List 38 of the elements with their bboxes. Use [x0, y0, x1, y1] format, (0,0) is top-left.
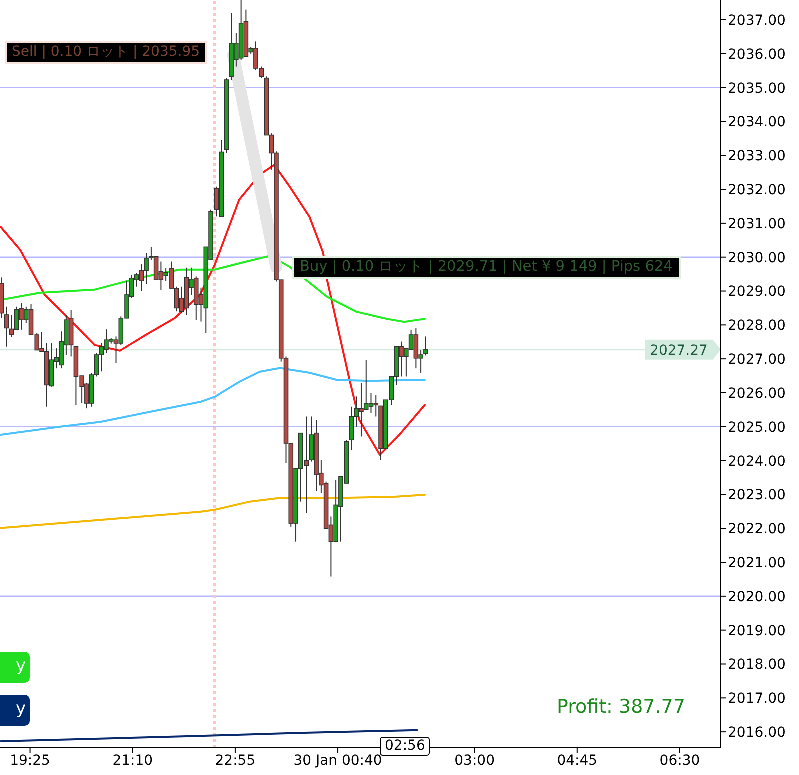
y-tick-label: 2023.00 [728, 488, 786, 504]
y-tick-label: 2024.00 [728, 454, 786, 470]
annotation: 02:56 [385, 738, 426, 754]
y-tick-label: 2019.00 [728, 623, 786, 640]
y-tick-label: 2034.00 [728, 114, 786, 131]
y-tick-label: 2033.00 [728, 148, 786, 165]
ref-line-label: 2027.27 [650, 342, 708, 359]
x-tick-label: 04:45 [557, 752, 598, 769]
x-tick-label: 21:10 [112, 752, 154, 769]
x-tick-label: 19:25 [10, 752, 50, 769]
y-tick-label: 2030.00 [728, 250, 786, 266]
y-tick-label: 2021.00 [728, 555, 786, 572]
y-tick-label: 2017.00 [728, 691, 786, 708]
x-tick-label: 06:30 [660, 752, 700, 769]
y-tick-label: 2027.00 [728, 352, 786, 368]
x-tick-label: 22:55 [215, 752, 256, 769]
y-tick-label: 2016.00 [728, 725, 786, 742]
y-tick-label: 2020.00 [728, 589, 786, 606]
y-tick-label: 2028.00 [728, 318, 786, 334]
y-tick-label: 2025.00 [728, 420, 786, 436]
annotation: y [0, 695, 30, 726]
y-tick-label: 2037.00 [728, 12, 786, 29]
y-tick-label: 2031.00 [728, 216, 786, 232]
candlestick [4, 306, 10, 348]
annotation: Sell | 0.10 ロット | 2035.95 [5, 41, 208, 64]
annotation: Buy | 0.10 ロット | 2029.71 | Net ¥ 9 149 | Pips 624 [292, 256, 681, 279]
y-tick-label: 2032.00 [728, 182, 786, 199]
candlestick [424, 336, 428, 356]
y-tick-label: 2018.00 [728, 657, 786, 674]
y-tick-label: 2029.00 [728, 284, 786, 300]
annotation: y [0, 652, 30, 683]
y-tick-label: 2026.00 [728, 386, 786, 402]
y-tick-label: 2035.00 [728, 80, 786, 97]
y-tick-label: 2022.00 [728, 522, 786, 538]
x-tick-label: 03:00 [454, 752, 495, 769]
y-tick-label: 2036.00 [728, 46, 786, 63]
x-tick-label: 30 Jan 00:40 [294, 752, 382, 769]
annotation: Profit: 387.77 [557, 696, 686, 718]
